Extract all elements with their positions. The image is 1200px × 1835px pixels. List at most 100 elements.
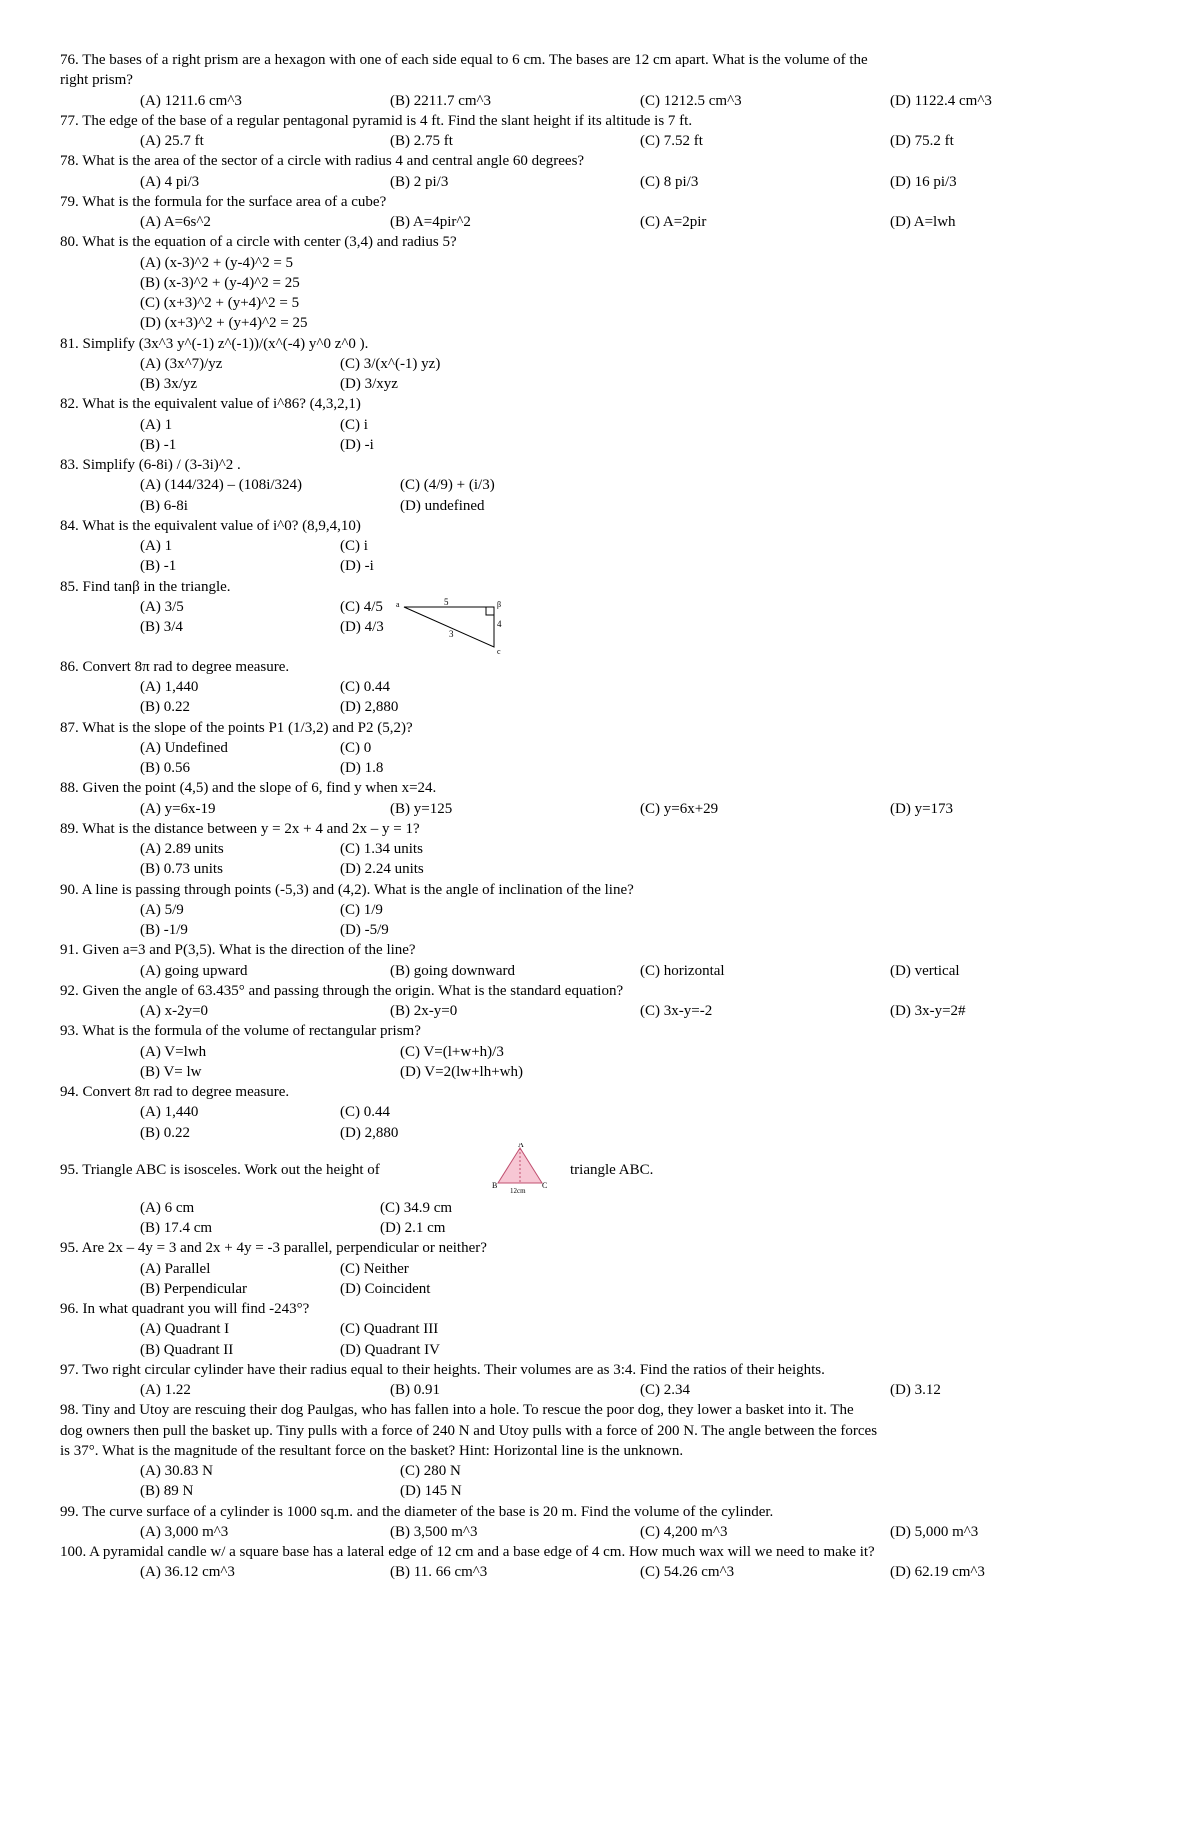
- option: (B) 11. 66 cm^3: [390, 1562, 640, 1582]
- option: (D) (x+3)^2 + (y+4)^2 = 25: [60, 313, 1140, 333]
- option: (C) i: [340, 415, 368, 435]
- option: (D) 2.24 units: [340, 859, 424, 879]
- option: (C) 34.9 cm: [380, 1198, 452, 1218]
- option: (B) 3/4: [140, 617, 340, 637]
- option: (B) -1: [140, 556, 340, 576]
- option: (D) -5/9: [340, 920, 389, 940]
- option: (B) 6-8i: [140, 496, 400, 516]
- options-row: (B) Quadrant II(D) Quadrant IV: [60, 1340, 1140, 1360]
- option: (C) 8 pi/3: [640, 172, 890, 192]
- question-88: 88. Given the point (4,5) and the slope …: [60, 778, 1140, 798]
- option: (C) 4/5: [340, 597, 383, 617]
- question-text: 95. Triangle ABC is isosceles. Work out …: [60, 1160, 480, 1180]
- svg-text:β: β: [497, 600, 501, 609]
- question-76: 76. The bases of a right prism are a hex…: [60, 50, 1140, 70]
- question-86: 86. Convert 8π rad to degree measure.: [60, 657, 1140, 677]
- option: (C) 3x-y=-2: [640, 1001, 890, 1021]
- triangle-diagram: ABC12cm: [490, 1143, 550, 1198]
- question-text-cont: right prism?: [60, 70, 1140, 90]
- option: (A) (x-3)^2 + (y-4)^2 = 5: [60, 253, 1140, 273]
- question-87: 87. What is the slope of the points P1 (…: [60, 718, 1140, 738]
- option: (A) 36.12 cm^3: [140, 1562, 390, 1582]
- svg-text:A: A: [518, 1143, 524, 1149]
- question-text-cont: dog owners then pull the basket up. Tiny…: [60, 1421, 1140, 1441]
- option: (B) 0.22: [140, 1123, 340, 1143]
- option: (A) y=6x-19: [140, 799, 390, 819]
- question-82: 82. What is the equivalent value of i^86…: [60, 394, 1140, 414]
- svg-text:12cm: 12cm: [510, 1187, 526, 1195]
- question-79: 79. What is the formula for the surface …: [60, 192, 1140, 212]
- option: (D) 2,880: [340, 697, 398, 717]
- option: (B) A=4pir^2: [390, 212, 640, 232]
- option: (C) A=2pir: [640, 212, 890, 232]
- option: (C) 0.44: [340, 677, 390, 697]
- question-90: 90. A line is passing through points (-5…: [60, 880, 1140, 900]
- option: (C) (x+3)^2 + (y+4)^2 = 5: [60, 293, 1140, 313]
- question-80: 80. What is the equation of a circle wit…: [60, 232, 1140, 252]
- option: (B) 0.22: [140, 697, 340, 717]
- option: (D) y=173: [890, 799, 1140, 819]
- option: (A) 1,440: [140, 677, 340, 697]
- question-84: 84. What is the equivalent value of i^0?…: [60, 516, 1140, 536]
- options-row: (A) going upward(B) going downward(C) ho…: [60, 961, 1140, 981]
- option: (D) 2.1 cm: [380, 1218, 445, 1238]
- question-81: 81. Simplify (3x^3 y^(-1) z^(-1))/(x^(-4…: [60, 334, 1140, 354]
- options-row: (A) 25.7 ft(B) 2.75 ft(C) 7.52 ft(D) 75.…: [60, 131, 1140, 151]
- option: (C) 2.34: [640, 1380, 890, 1400]
- option: (A) (144/324) – (108i/324): [140, 475, 400, 495]
- option: (A) Quadrant I: [140, 1319, 340, 1339]
- option: (D) 3x-y=2#: [890, 1001, 1140, 1021]
- option: (B) V= lw: [140, 1062, 400, 1082]
- option: (B) 2 pi/3: [390, 172, 640, 192]
- option: (A) 6 cm: [140, 1198, 380, 1218]
- option: (D) 4/3: [340, 617, 384, 637]
- option: (C) 0: [340, 738, 371, 758]
- question-96: 96. In what quadrant you will find -243°…: [60, 1299, 1140, 1319]
- option: (C) y=6x+29: [640, 799, 890, 819]
- option: (C) (4/9) + (i/3): [400, 475, 495, 495]
- option: (C) 1212.5 cm^3: [640, 91, 890, 111]
- question-93: 93. What is the formula of the volume of…: [60, 1021, 1140, 1041]
- question-95: 95. Triangle ABC is isosceles. Work out …: [60, 1143, 1140, 1198]
- option: (C) horizontal: [640, 961, 890, 981]
- question-91: 91. Given a=3 and P(3,5). What is the di…: [60, 940, 1140, 960]
- option: (B) -1: [140, 435, 340, 455]
- option: (B) y=125: [390, 799, 640, 819]
- question-100: 100. A pyramidal candle w/ a square base…: [60, 1542, 1140, 1562]
- options-row: (A) (144/324) – (108i/324)(C) (4/9) + (i…: [60, 475, 1140, 495]
- option: (C) Quadrant III: [340, 1319, 438, 1339]
- options-row: (A) A=6s^2(B) A=4pir^2(C) A=2pir(D) A=lw…: [60, 212, 1140, 232]
- option: (D) 5,000 m^3: [890, 1522, 1140, 1542]
- option: (A) A=6s^2: [140, 212, 390, 232]
- option: (B) 2x-y=0: [390, 1001, 640, 1021]
- option: (D) Coincident: [340, 1279, 430, 1299]
- option: (B) 0.91: [390, 1380, 640, 1400]
- options-with-figure: (A) 3/5(C) 4/5(B) 3/4(D) 4/3534aβc: [60, 597, 1140, 657]
- option: (D) 2,880: [340, 1123, 398, 1143]
- options-row: (B) 3x/yz(D) 3/xyz: [60, 374, 1140, 394]
- option: (D) -i: [340, 435, 374, 455]
- option: (B) 0.56: [140, 758, 340, 778]
- question-text-after: triangle ABC.: [570, 1162, 653, 1178]
- option: (A) Parallel: [140, 1259, 340, 1279]
- option: (D) 62.19 cm^3: [890, 1562, 1140, 1582]
- option: (B) 3,500 m^3: [390, 1522, 640, 1542]
- option: (C) Neither: [340, 1259, 409, 1279]
- option: (C) 54.26 cm^3: [640, 1562, 890, 1582]
- question-89: 89. What is the distance between y = 2x …: [60, 819, 1140, 839]
- svg-text:c: c: [497, 647, 501, 656]
- options-row: (A) 1211.6 cm^3(B) 2211.7 cm^3(C) 1212.5…: [60, 91, 1140, 111]
- option: (D) A=lwh: [890, 212, 1140, 232]
- option: (A) 25.7 ft: [140, 131, 390, 151]
- option: (B) 2211.7 cm^3: [390, 91, 640, 111]
- option: (D) 16 pi/3: [890, 172, 1140, 192]
- option: (B) 2.75 ft: [390, 131, 640, 151]
- option: (C) i: [340, 536, 368, 556]
- options-row: (A) 1(C) i: [60, 415, 1140, 435]
- option: (B) Quadrant II: [140, 1340, 340, 1360]
- option: (A) 1: [140, 415, 340, 435]
- options-row: (A) 3,000 m^3(B) 3,500 m^3(C) 4,200 m^3(…: [60, 1522, 1140, 1542]
- option: (A) 3/5: [140, 597, 340, 617]
- svg-text:5: 5: [444, 597, 449, 607]
- options-row: (B) 0.22(D) 2,880: [60, 697, 1140, 717]
